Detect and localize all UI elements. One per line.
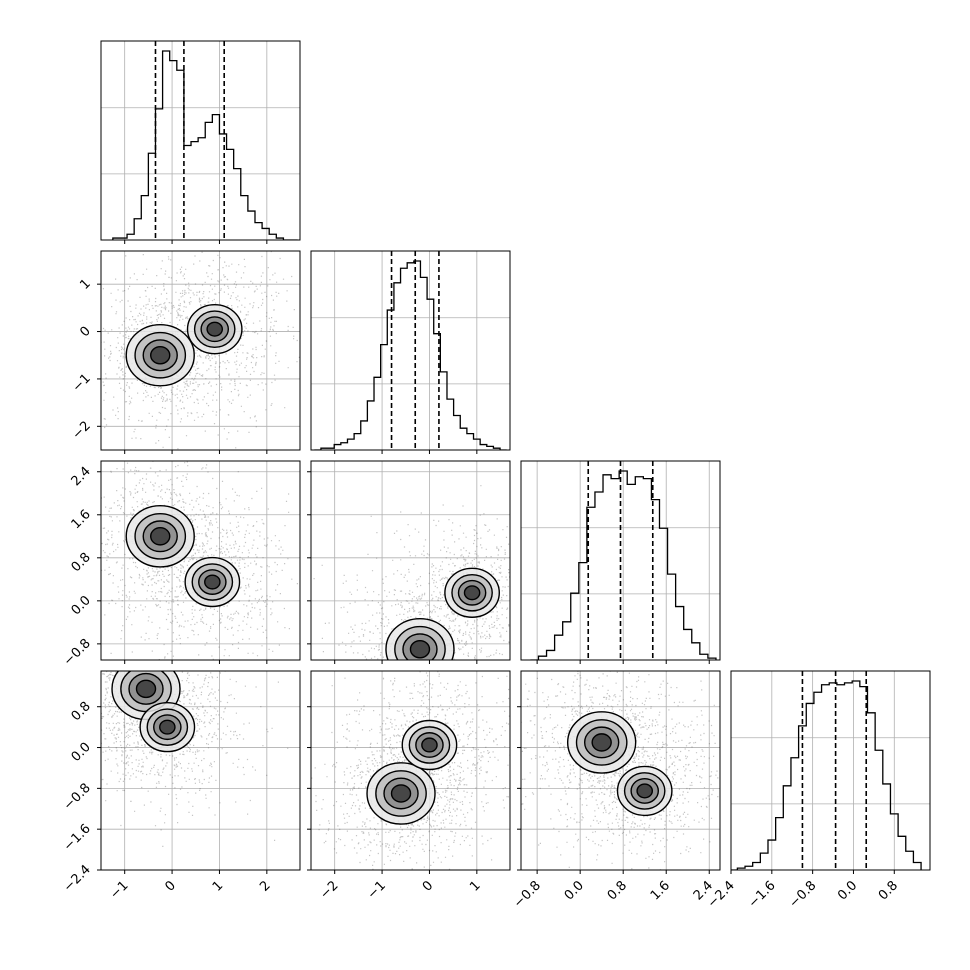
panel-content <box>521 461 720 660</box>
panel-2-0 <box>97 460 301 664</box>
panel-2-2 <box>520 460 721 664</box>
y-tick-label: 0.8 <box>69 550 94 575</box>
panel-frame <box>520 670 721 871</box>
histogram-3 <box>731 680 922 870</box>
panel-3-3 <box>730 670 931 874</box>
y-tick-label: 1.6 <box>69 507 94 532</box>
panel-2-1 <box>307 460 511 664</box>
panel-content <box>311 671 510 870</box>
panel-3-1 <box>307 670 511 874</box>
x-tick-label: 0.8 <box>876 878 901 903</box>
y-tick-label: −2.4 <box>61 862 94 895</box>
y-tick-label: −2 <box>70 419 94 443</box>
x-tick-label: 1 <box>210 878 226 894</box>
panel-content <box>101 41 300 240</box>
panel-frame <box>310 250 511 451</box>
panel-frame <box>310 670 511 871</box>
density-contour-0-3 <box>591 733 612 752</box>
density-contour-1-3 <box>204 574 221 590</box>
panel-content <box>101 461 300 660</box>
density-contour-1-3 <box>463 585 481 601</box>
x-tick-label: −2 <box>317 878 341 902</box>
panel-content <box>311 461 510 660</box>
histogram-0 <box>112 50 298 240</box>
x-tick-label: −1 <box>107 878 131 902</box>
y-tick-label: 0.0 <box>69 740 94 765</box>
x-tick-label: 0 <box>420 878 436 894</box>
panel-content <box>101 671 300 870</box>
panel-frame <box>520 460 721 661</box>
panel-content <box>311 251 510 450</box>
panel-1-1 <box>310 250 511 454</box>
y-tick-label: −0.8 <box>61 781 94 814</box>
y-tick-label: 0.0 <box>69 593 94 618</box>
density-contour-1-3 <box>206 321 224 337</box>
x-tick-label: 0.0 <box>562 878 587 903</box>
panel-3-2 <box>517 670 721 874</box>
y-tick-label: 1 <box>77 276 93 292</box>
scatter-points <box>521 671 720 870</box>
y-tick-label: 2.4 <box>69 464 94 489</box>
y-tick-label: −1.6 <box>61 821 94 854</box>
x-tick-label: 0 <box>162 878 178 894</box>
x-tick-label: 1 <box>467 878 483 894</box>
density-contour-1-3 <box>159 719 176 735</box>
density-contour-0-3 <box>150 527 171 546</box>
panel-content <box>731 671 930 870</box>
panel-frame <box>310 460 511 661</box>
y-tick-label: −0.8 <box>61 636 94 669</box>
x-tick-label: −1 <box>365 878 389 902</box>
scatter-points <box>311 671 510 870</box>
x-tick-label: 1.6 <box>648 878 673 903</box>
histogram-2 <box>530 470 717 660</box>
y-tick-label: 0 <box>77 324 93 340</box>
density-contour-0-3 <box>150 345 171 365</box>
panel-frame <box>100 670 301 871</box>
y-tick-label: 0.8 <box>69 699 94 724</box>
density-contour-0-3 <box>390 784 412 803</box>
panel-1-0 <box>97 250 301 454</box>
panel-frame <box>730 670 931 871</box>
density-contour-1-3 <box>636 783 654 799</box>
x-tick-label: −0.8 <box>511 878 544 911</box>
density-contour-0-3 <box>409 639 431 659</box>
histogram-1 <box>314 260 507 450</box>
density-contour-0-3 <box>135 679 157 699</box>
panel-frame <box>100 460 301 661</box>
x-tick-label: 0.8 <box>605 878 630 903</box>
panel-3-0 <box>97 670 301 874</box>
panel-0-0 <box>100 40 301 244</box>
panel-frame <box>100 250 301 451</box>
panel-content <box>521 671 720 870</box>
x-tick-label: 2 <box>257 878 273 894</box>
density-contour-1-3 <box>421 737 438 753</box>
x-tick-label: −1.6 <box>746 878 779 911</box>
panel-frame <box>100 40 301 241</box>
y-tick-label: −1 <box>70 371 94 395</box>
panel-content <box>101 251 300 450</box>
x-tick-label: 0.0 <box>835 878 860 903</box>
x-tick-label: −0.8 <box>787 878 820 911</box>
